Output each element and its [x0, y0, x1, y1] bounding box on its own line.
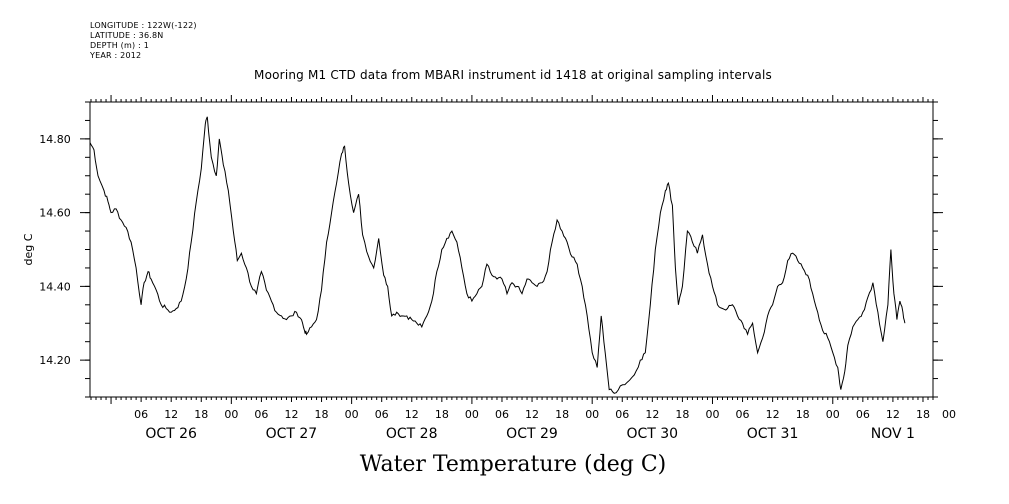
x-tick-label: 12: [525, 408, 539, 421]
y-tick-label: 14.60: [39, 207, 71, 220]
location-metadata: LONGITUDE : 122W(-122) LATITUDE : 36.8N …: [90, 21, 197, 61]
y-tick-label: 14.40: [39, 280, 71, 293]
axis-ticks-group: [80, 95, 943, 404]
axis-labels-group: 06 12 18 00 06 12 18 00 06 12 18 00 06 12 18 00 06 12 18 00…: [22, 133, 956, 442]
year-label: YEAR : 2012: [90, 51, 142, 60]
x-tick-label: 06: [856, 408, 870, 421]
x-date-label: OCT 27: [266, 426, 318, 442]
x-tick-label: 06: [736, 408, 750, 421]
x-tick-label: 18: [194, 408, 208, 421]
y-tick-label: 14.80: [39, 133, 71, 146]
x-tick-label: 06: [615, 408, 629, 421]
x-tick-label: 00: [942, 408, 956, 421]
x-tick-label: 18: [435, 408, 449, 421]
x-tick-label: 00: [465, 408, 479, 421]
plot-frame-group: [89, 101, 934, 398]
x-tick-label: 06: [375, 408, 389, 421]
plot-frame: [89, 101, 934, 398]
x-tick-label: 12: [164, 408, 178, 421]
latitude-label: LATITUDE : 36.8N: [90, 31, 164, 40]
x-tick-label: 18: [555, 408, 569, 421]
x-tick-label: 00: [826, 408, 840, 421]
x-tick-label: 06: [495, 408, 509, 421]
x-date-label: OCT 30: [626, 426, 678, 442]
x-date-label: OCT 29: [506, 426, 558, 442]
x-tick-label: 06: [134, 408, 148, 421]
depth-label: DEPTH (m) : 1: [90, 41, 149, 50]
x-tick-label: 12: [405, 408, 419, 421]
x-axis-title: Water Temperature (deg C): [359, 452, 667, 477]
x-tick-label: 12: [645, 408, 659, 421]
x-date-label: NOV 1: [871, 426, 915, 442]
series-line: [89, 116, 906, 394]
x-tick-label: 18: [916, 408, 930, 421]
x-tick-label: 18: [675, 408, 689, 421]
y-tick-label: 14.20: [39, 354, 71, 367]
x-tick-label: 00: [224, 408, 238, 421]
x-date-label: OCT 31: [747, 426, 799, 442]
x-tick-label: 12: [284, 408, 298, 421]
x-tick-label: 00: [585, 408, 599, 421]
x-tick-label: 00: [705, 408, 719, 421]
x-tick-label: 12: [886, 408, 900, 421]
longitude-label: LONGITUDE : 122W(-122): [90, 21, 197, 30]
x-tick-label: 06: [254, 408, 268, 421]
y-axis-label: deg C: [22, 233, 35, 265]
chart-title: Mooring M1 CTD data from MBARI instrumen…: [254, 68, 772, 82]
x-date-label: OCT 26: [145, 426, 197, 442]
x-tick-label: 00: [345, 408, 359, 421]
x-tick-label: 18: [315, 408, 329, 421]
x-tick-label: 12: [766, 408, 780, 421]
x-tick-label: 18: [796, 408, 810, 421]
x-date-label: OCT 28: [386, 426, 438, 442]
